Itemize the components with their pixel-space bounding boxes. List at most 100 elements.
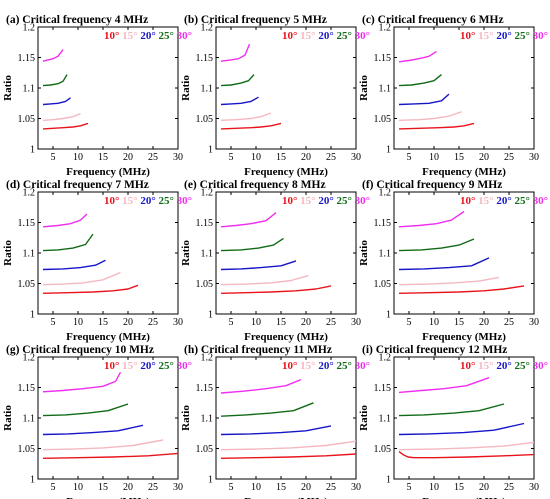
legend-entry: 10° (104, 30, 119, 42)
legend-entry: 20° (138, 195, 156, 207)
chart-title: (b) Critical frequency 5 MHz (184, 14, 327, 26)
x-tick-label: 10 (73, 152, 83, 163)
y-tick-label: 1.2 (201, 353, 214, 364)
series-line-20deg (398, 93, 450, 106)
y-tick-label: 1.15 (374, 383, 392, 394)
legend-entry: 10° (460, 360, 475, 372)
chart-title: (f) Critical frequency 9 MHz (362, 179, 502, 191)
x-axis-label: Frequency (MHz) (244, 166, 328, 178)
x-tick-label: 25 (148, 317, 158, 328)
legend-entry: 10° (282, 195, 297, 207)
x-axis-label: Frequency (MHz) (422, 166, 506, 178)
y-tick-label: 1.2 (379, 188, 392, 199)
legend-entry: 15° (475, 195, 493, 207)
y-tick-label: 1.15 (374, 218, 392, 229)
y-axis-label: Ratio (180, 405, 192, 431)
series-line-10deg (398, 122, 475, 130)
y-tick-label: 1.1 (379, 249, 392, 260)
x-tick-label: 5 (407, 482, 412, 493)
y-tick-label: 1.15 (196, 218, 214, 229)
y-tick-label: 1.15 (18, 218, 36, 229)
plot-frame (37, 191, 179, 315)
x-tick-label: 15 (276, 317, 286, 328)
x-tick-label: 25 (504, 482, 514, 493)
x-tick-label: 30 (173, 317, 183, 328)
legend-entry: 10° (460, 30, 475, 42)
legend-entry: 10° (282, 30, 297, 42)
x-tick-label: 15 (98, 317, 108, 328)
legend-entry: 20° (316, 195, 334, 207)
legend-entry: 25° (512, 360, 530, 372)
y-tick-label: 1.1 (379, 84, 392, 95)
legend-entry: 30° (174, 195, 192, 207)
y-tick-label: 1.05 (374, 114, 392, 125)
y-axis-label: Ratio (358, 240, 370, 266)
y-tick-label: 1.05 (196, 114, 214, 125)
x-tick-label: 10 (73, 482, 83, 493)
y-tick-label: 1.05 (18, 444, 36, 455)
legend-entry: 15° (475, 30, 493, 42)
y-tick-label: 1.15 (196, 383, 214, 394)
y-axis-label: Ratio (180, 75, 192, 101)
legend-entry: 15° (475, 360, 493, 372)
x-tick-label: 15 (276, 152, 286, 163)
x-tick-label: 20 (301, 317, 311, 328)
legend: 10° 15° 20° 25° 30° (104, 30, 192, 42)
legend-entry: 10° (104, 195, 119, 207)
x-tick-label: 15 (454, 317, 464, 328)
series-line-20deg (42, 424, 144, 436)
series-line-10deg (42, 284, 139, 294)
y-tick-label: 1 (30, 310, 35, 321)
x-axis-label: Frequency (MHz) (422, 331, 506, 343)
legend-entry: 10° (460, 195, 475, 207)
x-tick-label: 10 (429, 152, 439, 163)
y-tick-label: 1.05 (196, 279, 214, 290)
x-tick-label: 30 (529, 317, 539, 328)
y-tick-label: 1.1 (379, 414, 392, 425)
plot-frame (215, 191, 357, 315)
x-tick-label: 25 (148, 482, 158, 493)
series-line-25deg (398, 74, 442, 87)
x-tick-label: 30 (351, 482, 361, 493)
x-tick-label: 5 (51, 152, 56, 163)
chart-title: (c) Critical frequency 6 MHz (362, 14, 504, 26)
series-line-30deg (220, 378, 302, 394)
y-tick-label: 1.2 (201, 23, 214, 34)
y-axis-label: Ratio (2, 405, 14, 431)
x-tick-label: 15 (98, 482, 108, 493)
legend: 10° 15° 20° 25° 30° (460, 30, 548, 42)
legend-entry: 10° (282, 360, 297, 372)
x-tick-label: 10 (251, 152, 261, 163)
x-tick-label: 30 (173, 152, 183, 163)
series-line-15deg (398, 441, 535, 451)
y-tick-label: 1.1 (23, 249, 36, 260)
series-line-20deg (220, 425, 332, 436)
legend-entry: 25° (156, 30, 174, 42)
x-tick-label: 15 (454, 152, 464, 163)
x-tick-label: 5 (407, 317, 412, 328)
legend-entry: 30° (352, 30, 370, 42)
legend-entry: 25° (512, 30, 530, 42)
y-tick-label: 1 (386, 145, 391, 156)
y-tick-label: 1.1 (201, 84, 214, 95)
x-tick-label: 15 (98, 152, 108, 163)
x-tick-label: 20 (301, 482, 311, 493)
series-line-15deg (220, 274, 309, 286)
x-tick-label: 25 (326, 152, 336, 163)
series-line-30deg (398, 210, 465, 228)
legend-entry: 15° (119, 195, 137, 207)
y-tick-label: 1.2 (201, 188, 214, 199)
series-line-10deg (398, 285, 525, 294)
series-line-30deg (398, 377, 490, 394)
plot-frame (215, 356, 357, 480)
x-axis-label: Frequency (MHz) (66, 496, 150, 499)
legend-entry: 20° (316, 360, 334, 372)
x-tick-label: 15 (454, 482, 464, 493)
x-tick-label: 20 (123, 317, 133, 328)
y-axis-label: Ratio (180, 240, 192, 266)
series-line-10deg (398, 451, 535, 459)
x-axis-label: Frequency (MHz) (66, 331, 150, 343)
x-axis-label: Frequency (MHz) (244, 496, 328, 499)
x-tick-label: 30 (351, 317, 361, 328)
